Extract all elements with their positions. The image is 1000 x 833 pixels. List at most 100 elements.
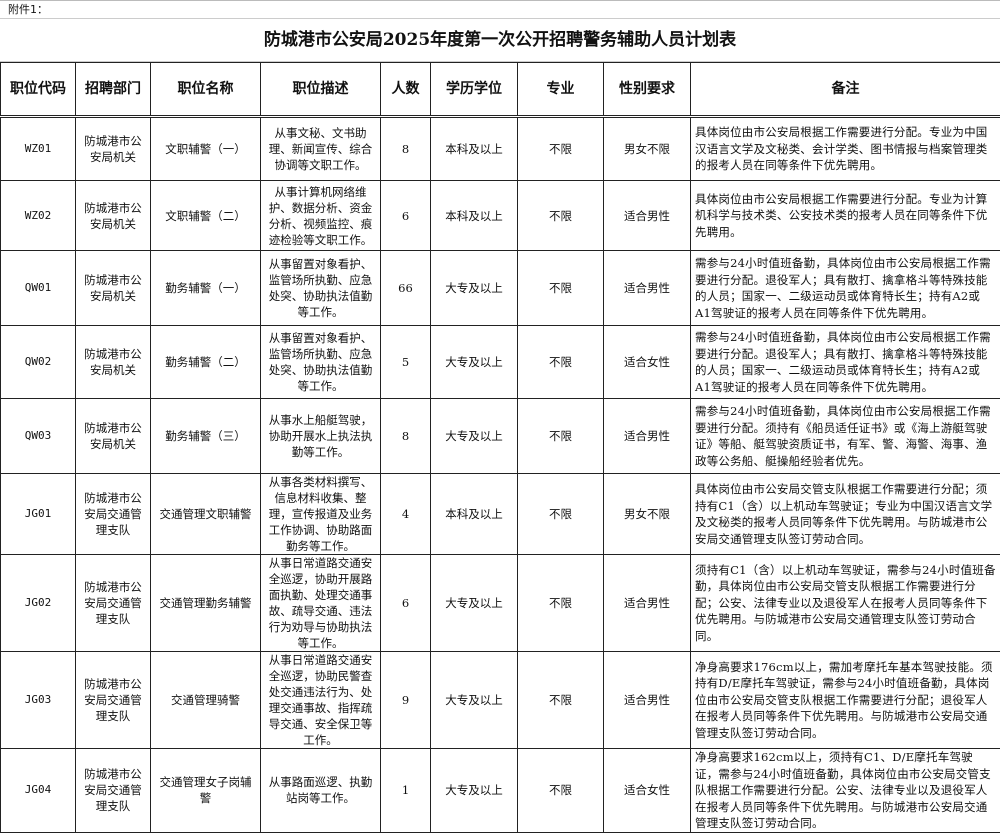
cell-edu: 本科及以上 <box>431 181 518 251</box>
cell-note: 净身高要求176cm以上，需加考摩托车基本驾驶技能。须持有D/E摩托车驾驶证，需… <box>691 652 1000 749</box>
cell-gender: 适合男性 <box>604 652 691 749</box>
cell-dept: 防城港市公安局机关 <box>76 399 151 474</box>
cell-note: 具体岗位由市公安局根据工作需要进行分配。专业为中国汉语言文学及文秘类、会计学类、… <box>691 117 1000 181</box>
cell-name: 交通管理女子岗辅警 <box>151 749 261 833</box>
cell-edu: 大专及以上 <box>431 749 518 833</box>
cell-desc: 从事日常道路交通安全巡逻，协助开展路面执勤、处理交通事故、疏导交通、违法行为劝导… <box>261 555 381 652</box>
header-count: 人数 <box>381 63 431 117</box>
cell-note: 具体岗位由市公安局交管支队根据工作需要进行分配；须持有C1（含）以上机动车驾驶证… <box>691 474 1000 555</box>
cell-dept: 防城港市公安局机关 <box>76 181 151 251</box>
cell-dept: 防城港市公安局机关 <box>76 117 151 181</box>
cell-count: 4 <box>381 474 431 555</box>
attachment-label: 附件1： <box>0 0 1000 19</box>
cell-code: QW02 <box>1 326 76 399</box>
header-edu: 学历学位 <box>431 63 518 117</box>
cell-count: 8 <box>381 117 431 181</box>
cell-gender: 男女不限 <box>604 474 691 555</box>
header-dept: 招聘部门 <box>76 63 151 117</box>
cell-code: WZ01 <box>1 117 76 181</box>
cell-note: 净身高要求162cm以上，须持有C1、D/E摩托车驾驶证，需参与24小时值班备勤… <box>691 749 1000 833</box>
cell-major: 不限 <box>518 399 604 474</box>
cell-edu: 大专及以上 <box>431 555 518 652</box>
cell-gender: 适合男性 <box>604 251 691 326</box>
cell-dept: 防城港市公安局交通管理支队 <box>76 555 151 652</box>
cell-edu: 本科及以上 <box>431 117 518 181</box>
cell-edu: 大专及以上 <box>431 251 518 326</box>
cell-gender: 适合女性 <box>604 326 691 399</box>
cell-note: 须持有C1（含）以上机动车驾驶证，需参与24小时值班备勤，具体岗位由市公安局交管… <box>691 555 1000 652</box>
cell-count: 9 <box>381 652 431 749</box>
cell-count: 6 <box>381 555 431 652</box>
recruitment-table: 职位代码 招聘部门 职位名称 职位描述 人数 学历学位 专业 性别要求 备注 W… <box>0 62 1000 833</box>
header-name: 职位名称 <box>151 63 261 117</box>
cell-note: 具体岗位由市公安局根据工作需要进行分配。专业为计算机科学与技术类、公安技术类的报… <box>691 181 1000 251</box>
cell-edu: 本科及以上 <box>431 474 518 555</box>
cell-desc: 从事日常道路交通安全巡逻，协助民警查处交通违法行为、处理交通事故、指挥疏导交通、… <box>261 652 381 749</box>
cell-dept: 防城港市公安局交通管理支队 <box>76 652 151 749</box>
cell-desc: 从事路面巡逻、执勤站岗等工作。 <box>261 749 381 833</box>
cell-gender: 男女不限 <box>604 117 691 181</box>
cell-gender: 适合男性 <box>604 555 691 652</box>
cell-major: 不限 <box>518 652 604 749</box>
cell-name: 文职辅警（二） <box>151 181 261 251</box>
cell-count: 8 <box>381 399 431 474</box>
cell-name: 勤务辅警（二） <box>151 326 261 399</box>
cell-major: 不限 <box>518 117 604 181</box>
cell-major: 不限 <box>518 181 604 251</box>
cell-code: JG02 <box>1 555 76 652</box>
cell-desc: 从事水上船艇驾驶，协助开展水上执法执勤等工作。 <box>261 399 381 474</box>
cell-count: 1 <box>381 749 431 833</box>
cell-note: 需参与24小时值班备勤，具体岗位由市公安局根据工作需要进行分配。退役军人；具有散… <box>691 326 1000 399</box>
cell-code: JG04 <box>1 749 76 833</box>
cell-major: 不限 <box>518 251 604 326</box>
cell-desc: 从事留置对象看护、监管场所执勤、应急处突、协助执法值勤等工作。 <box>261 251 381 326</box>
cell-gender: 适合女性 <box>604 749 691 833</box>
header-major: 专业 <box>518 63 604 117</box>
cell-major: 不限 <box>518 749 604 833</box>
cell-code: JG03 <box>1 652 76 749</box>
cell-desc: 从事计算机网络维护、数据分析、资金分析、视频监控、痕迹检验等文职工作。 <box>261 181 381 251</box>
cell-name: 交通管理骑警 <box>151 652 261 749</box>
cell-count: 5 <box>381 326 431 399</box>
cell-name: 勤务辅警（三） <box>151 399 261 474</box>
cell-dept: 防城港市公安局交通管理支队 <box>76 749 151 833</box>
page-title: 防城港市公安局2025年度第一次公开招聘警务辅助人员计划表 <box>0 19 1000 62</box>
cell-desc: 从事文秘、文书助理、新闻宣传、综合协调等文职工作。 <box>261 117 381 181</box>
cell-major: 不限 <box>518 326 604 399</box>
cell-name: 交通管理勤务辅警 <box>151 555 261 652</box>
cell-code: JG01 <box>1 474 76 555</box>
cell-code: QW03 <box>1 399 76 474</box>
cell-edu: 大专及以上 <box>431 652 518 749</box>
cell-desc: 从事留置对象看护、监管场所执勤、应急处突、协助执法值勤等工作。 <box>261 326 381 399</box>
header-gender: 性别要求 <box>604 63 691 117</box>
cell-code: WZ02 <box>1 181 76 251</box>
cell-desc: 从事各类材料撰写、信息材料收集、整理，宣传报道及业务工作协调、协助路面勤务等工作… <box>261 474 381 555</box>
cell-dept: 防城港市公安局交通管理支队 <box>76 474 151 555</box>
header-note: 备注 <box>691 63 1000 117</box>
cell-count: 6 <box>381 181 431 251</box>
cell-major: 不限 <box>518 474 604 555</box>
cell-gender: 适合男性 <box>604 399 691 474</box>
cell-edu: 大专及以上 <box>431 399 518 474</box>
cell-count: 66 <box>381 251 431 326</box>
cell-major: 不限 <box>518 555 604 652</box>
cell-dept: 防城港市公安局机关 <box>76 326 151 399</box>
cell-code: QW01 <box>1 251 76 326</box>
header-code: 职位代码 <box>1 63 76 117</box>
cell-dept: 防城港市公安局机关 <box>76 251 151 326</box>
header-row: 职位代码 招聘部门 职位名称 职位描述 人数 学历学位 专业 性别要求 备注 <box>1 63 1000 117</box>
cell-gender: 适合男性 <box>604 181 691 251</box>
cell-note: 需参与24小时值班备勤，具体岗位由市公安局根据工作需要进行分配。须持有《船员适任… <box>691 399 1000 474</box>
cell-note: 需参与24小时值班备勤，具体岗位由市公安局根据工作需要进行分配。退役军人；具有散… <box>691 251 1000 326</box>
cell-name: 文职辅警（一） <box>151 117 261 181</box>
cell-name: 勤务辅警（一） <box>151 251 261 326</box>
